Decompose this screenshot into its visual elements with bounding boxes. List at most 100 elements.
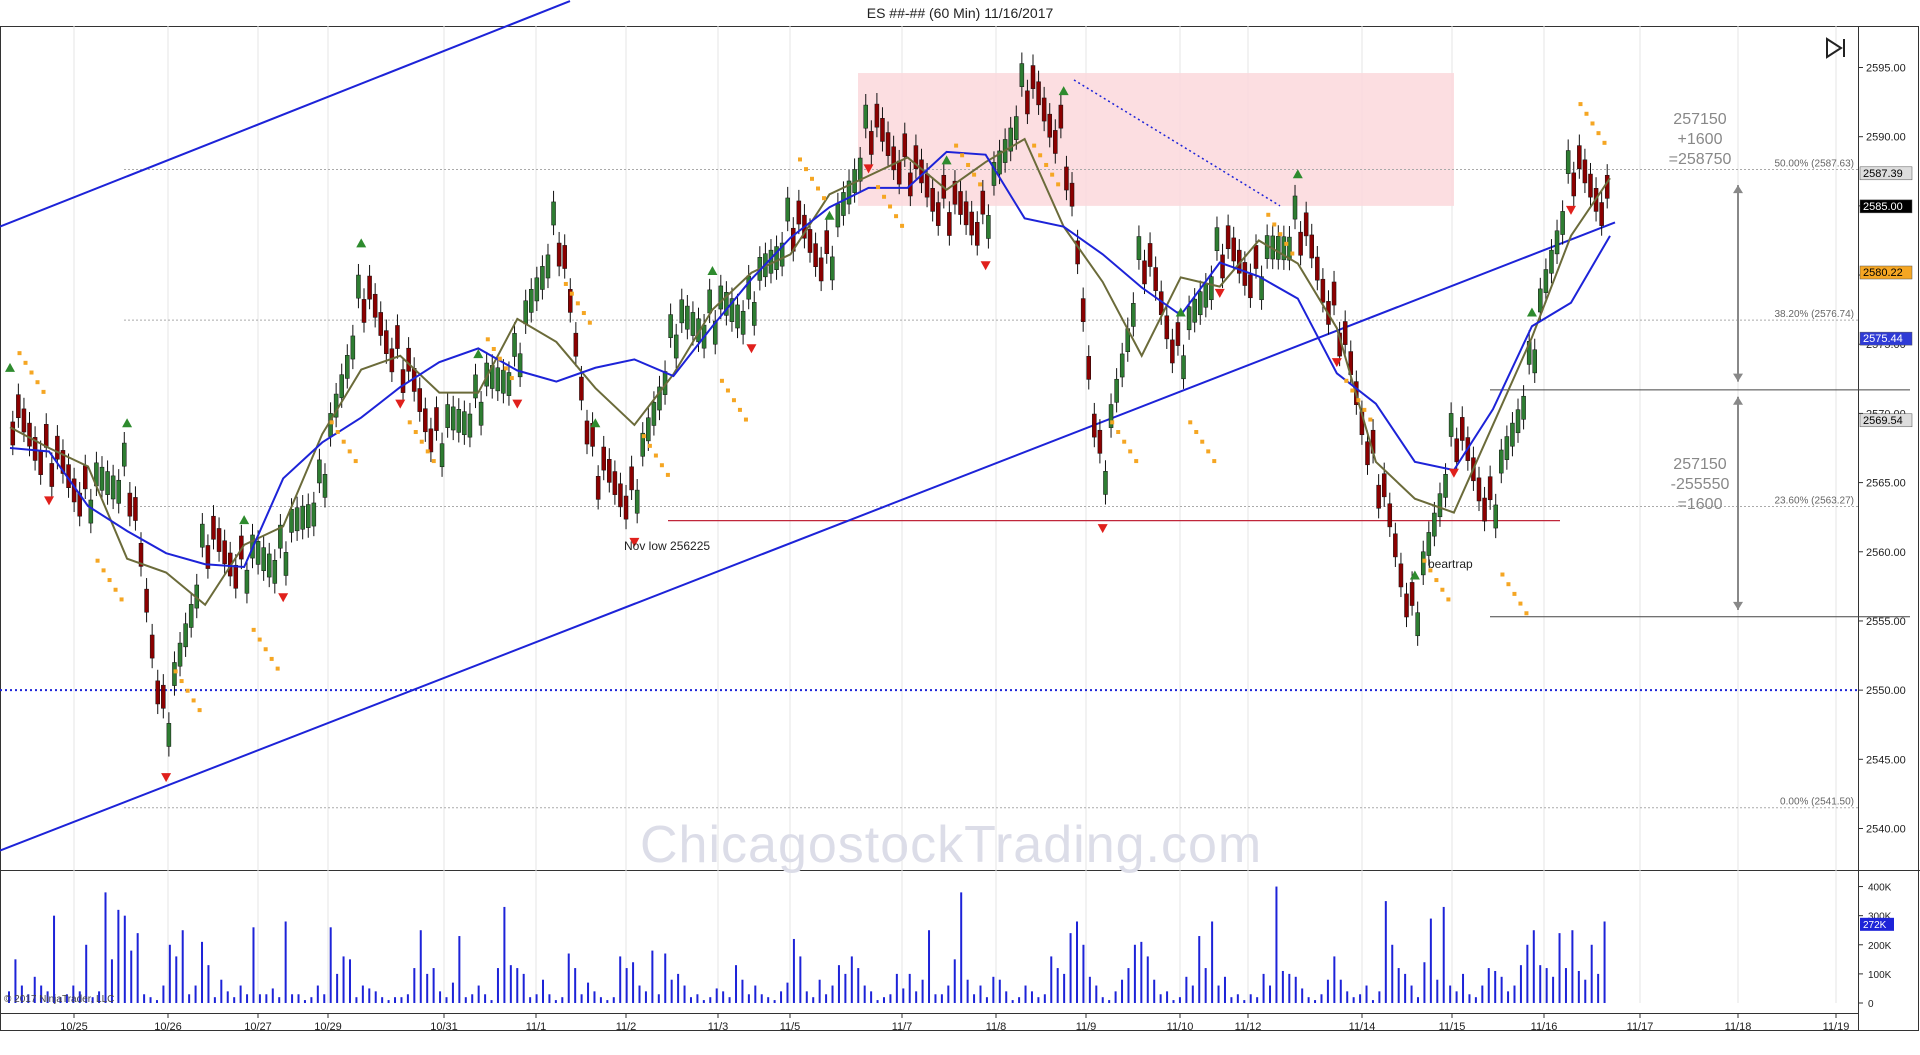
note-range: 257150 -255550 =1600 bbox=[1650, 455, 1750, 515]
swing-high-marker bbox=[824, 210, 835, 220]
measure-arrow-lower-head-top bbox=[1733, 396, 1743, 405]
sar-dot bbox=[263, 647, 268, 652]
volume-bar bbox=[1056, 968, 1059, 1003]
volume-bar bbox=[342, 956, 345, 1003]
candle-up bbox=[1415, 612, 1420, 637]
sar-dot bbox=[1524, 611, 1529, 616]
candle-down bbox=[1303, 212, 1309, 237]
price-marker-label: 2575.44 bbox=[1863, 333, 1903, 345]
volume-bar bbox=[1352, 997, 1355, 1003]
sar-dot bbox=[978, 182, 983, 187]
volume-bar bbox=[863, 985, 866, 1003]
candle-up bbox=[294, 507, 300, 532]
volume-bar bbox=[715, 988, 718, 1003]
volume-bar bbox=[258, 994, 261, 1003]
swing-high-marker bbox=[707, 266, 718, 276]
volume-bar bbox=[554, 1000, 557, 1003]
x-tick-label: 11/14 bbox=[1349, 1021, 1376, 1033]
candle-up bbox=[1510, 422, 1515, 447]
volume-bar bbox=[599, 997, 602, 1003]
volume-bar bbox=[670, 979, 673, 1003]
volume-bar bbox=[1005, 991, 1008, 1003]
sar-dot bbox=[1500, 572, 1505, 577]
candle-up bbox=[110, 475, 116, 500]
volume-bar bbox=[1275, 886, 1278, 1003]
swing-high-marker bbox=[1175, 307, 1186, 317]
volume-bar bbox=[303, 1000, 306, 1003]
candle-up bbox=[651, 402, 657, 426]
volume-bar bbox=[168, 944, 171, 1003]
volume-bar bbox=[509, 965, 512, 1003]
candle-up bbox=[1538, 288, 1543, 313]
sar-dot bbox=[1032, 143, 1037, 148]
volume-bar bbox=[1063, 973, 1066, 1003]
candle-down bbox=[395, 325, 400, 349]
candle-up bbox=[774, 246, 779, 270]
price-marker-label: 2585.00 bbox=[1863, 201, 1903, 213]
candle-up bbox=[1186, 306, 1192, 331]
volume-bar bbox=[20, 985, 23, 1003]
candle-up bbox=[1014, 116, 1019, 140]
sar-dot bbox=[1344, 378, 1349, 383]
volume-bar bbox=[1037, 997, 1040, 1003]
candle-up bbox=[657, 386, 662, 411]
volume-bar bbox=[1359, 994, 1362, 1003]
price-marker bbox=[1859, 331, 1913, 346]
candle-down bbox=[924, 173, 930, 198]
volume-bar bbox=[1339, 979, 1342, 1003]
candle-up bbox=[1549, 249, 1554, 274]
volume-bar bbox=[432, 968, 435, 1003]
candle-down bbox=[556, 242, 562, 267]
volume-bar bbox=[625, 968, 628, 1003]
candle-up bbox=[1181, 355, 1186, 380]
candle-up bbox=[634, 489, 640, 514]
candle-down bbox=[963, 201, 969, 226]
sar-dot bbox=[41, 389, 46, 394]
measure-arrow-lower-head-bottom bbox=[1733, 601, 1743, 610]
volume-bar bbox=[902, 988, 905, 1003]
candle-up bbox=[1192, 298, 1197, 323]
volume-bar bbox=[1191, 985, 1194, 1003]
volume-bar bbox=[516, 968, 519, 1003]
candle-down bbox=[389, 348, 395, 373]
volume-bar bbox=[1404, 973, 1407, 1003]
volume-bar bbox=[1307, 997, 1310, 1003]
sar-dot bbox=[653, 453, 658, 458]
volume-bar bbox=[825, 994, 828, 1003]
volume-bar bbox=[760, 994, 763, 1003]
volume-bar bbox=[773, 1000, 776, 1003]
sar-dot bbox=[804, 167, 808, 172]
x-tick-label: 11/5 bbox=[780, 1021, 801, 1033]
volume-bar bbox=[542, 979, 544, 1003]
volume-bar bbox=[8, 991, 10, 1003]
sar-dot bbox=[954, 143, 959, 148]
sar-dot bbox=[1596, 131, 1601, 136]
sar-dot bbox=[882, 194, 887, 199]
note-range-line-3: =1600 bbox=[1677, 496, 1723, 513]
annotation-beartrap: beartrap bbox=[1428, 557, 1473, 571]
x-tick-label: 11/15 bbox=[1439, 1021, 1466, 1033]
candle-up bbox=[857, 157, 863, 182]
volume-bar bbox=[1198, 936, 1201, 1003]
volume-bar bbox=[1243, 1000, 1246, 1003]
volume-bar bbox=[638, 985, 641, 1003]
volume-bar bbox=[46, 991, 49, 1003]
sar-dot bbox=[119, 597, 124, 602]
swing-high-marker bbox=[1292, 169, 1303, 179]
volume-bar bbox=[805, 991, 808, 1003]
sar-dot bbox=[659, 463, 664, 468]
volume-bar bbox=[889, 994, 892, 1003]
y-tick-label: 2545.00 bbox=[1866, 754, 1906, 766]
volume-bar bbox=[728, 997, 731, 1003]
volume-bar bbox=[458, 936, 461, 1003]
candle-up bbox=[551, 201, 556, 226]
fib-label: 50.00% (2587.63) bbox=[1774, 158, 1854, 169]
candle-up bbox=[445, 404, 450, 428]
candle-up bbox=[685, 305, 690, 330]
volume-bar bbox=[1288, 973, 1291, 1003]
candle-down bbox=[958, 191, 963, 215]
y-tick-label: 2590.00 bbox=[1866, 132, 1906, 144]
candle-up bbox=[272, 560, 278, 584]
play-to-end-icon[interactable] bbox=[1824, 36, 1848, 60]
